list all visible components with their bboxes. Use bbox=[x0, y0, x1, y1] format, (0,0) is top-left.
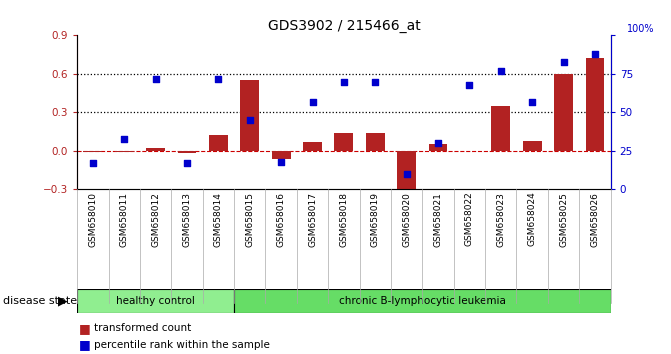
Point bbox=[307, 99, 318, 104]
Point bbox=[590, 51, 601, 57]
Point bbox=[339, 79, 350, 84]
Text: healthy control: healthy control bbox=[116, 296, 195, 306]
Text: GSM658020: GSM658020 bbox=[402, 192, 411, 246]
Bar bbox=[366, 133, 384, 151]
Text: GSM658019: GSM658019 bbox=[371, 192, 380, 247]
Point bbox=[433, 140, 444, 146]
Point bbox=[213, 76, 223, 81]
Bar bbox=[586, 58, 605, 151]
Text: GSM658026: GSM658026 bbox=[590, 192, 599, 246]
Point bbox=[464, 82, 475, 87]
Text: GSM658013: GSM658013 bbox=[183, 192, 191, 247]
Text: GSM658011: GSM658011 bbox=[119, 192, 129, 247]
Text: GSM658010: GSM658010 bbox=[89, 192, 97, 247]
Point bbox=[558, 59, 569, 64]
Point bbox=[401, 171, 412, 177]
Text: chronic B-lymphocytic leukemia: chronic B-lymphocytic leukemia bbox=[339, 296, 506, 306]
Bar bbox=[240, 80, 259, 151]
Text: percentile rank within the sample: percentile rank within the sample bbox=[94, 340, 270, 350]
Text: disease state: disease state bbox=[3, 296, 77, 306]
Text: GSM658015: GSM658015 bbox=[245, 192, 254, 247]
Point bbox=[527, 99, 537, 104]
Text: GSM658012: GSM658012 bbox=[151, 192, 160, 246]
Text: ■: ■ bbox=[79, 338, 91, 351]
Bar bbox=[334, 133, 354, 151]
Text: ▶: ▶ bbox=[58, 295, 68, 308]
Point bbox=[119, 136, 130, 141]
Point bbox=[495, 68, 506, 74]
Text: transformed count: transformed count bbox=[94, 323, 191, 333]
Bar bbox=[303, 142, 322, 151]
Point bbox=[370, 79, 380, 84]
Text: GSM658021: GSM658021 bbox=[433, 192, 443, 246]
Point bbox=[150, 76, 161, 81]
Title: GDS3902 / 215466_at: GDS3902 / 215466_at bbox=[268, 19, 420, 33]
Text: GSM658016: GSM658016 bbox=[276, 192, 286, 247]
Text: GSM658017: GSM658017 bbox=[308, 192, 317, 247]
Point bbox=[87, 160, 98, 166]
Bar bbox=[209, 136, 227, 151]
Point bbox=[244, 117, 255, 123]
Bar bbox=[115, 151, 134, 152]
Text: GSM658018: GSM658018 bbox=[340, 192, 348, 247]
Bar bbox=[234, 289, 611, 313]
Bar bbox=[429, 144, 448, 151]
Bar bbox=[491, 106, 510, 151]
Bar bbox=[272, 151, 291, 159]
Point bbox=[276, 159, 287, 165]
Bar bbox=[397, 151, 416, 198]
Bar bbox=[83, 151, 102, 152]
Bar bbox=[178, 151, 197, 153]
Text: GSM658025: GSM658025 bbox=[559, 192, 568, 246]
Bar bbox=[146, 148, 165, 151]
Text: GSM658014: GSM658014 bbox=[214, 192, 223, 246]
Point bbox=[182, 160, 193, 166]
Text: ■: ■ bbox=[79, 322, 91, 335]
Text: GSM658024: GSM658024 bbox=[527, 192, 537, 246]
Bar bbox=[523, 141, 541, 151]
Bar bbox=[554, 74, 573, 151]
Text: 100%: 100% bbox=[627, 24, 654, 34]
Text: GSM658022: GSM658022 bbox=[465, 192, 474, 246]
Bar bbox=[77, 289, 234, 313]
Text: GSM658023: GSM658023 bbox=[497, 192, 505, 246]
